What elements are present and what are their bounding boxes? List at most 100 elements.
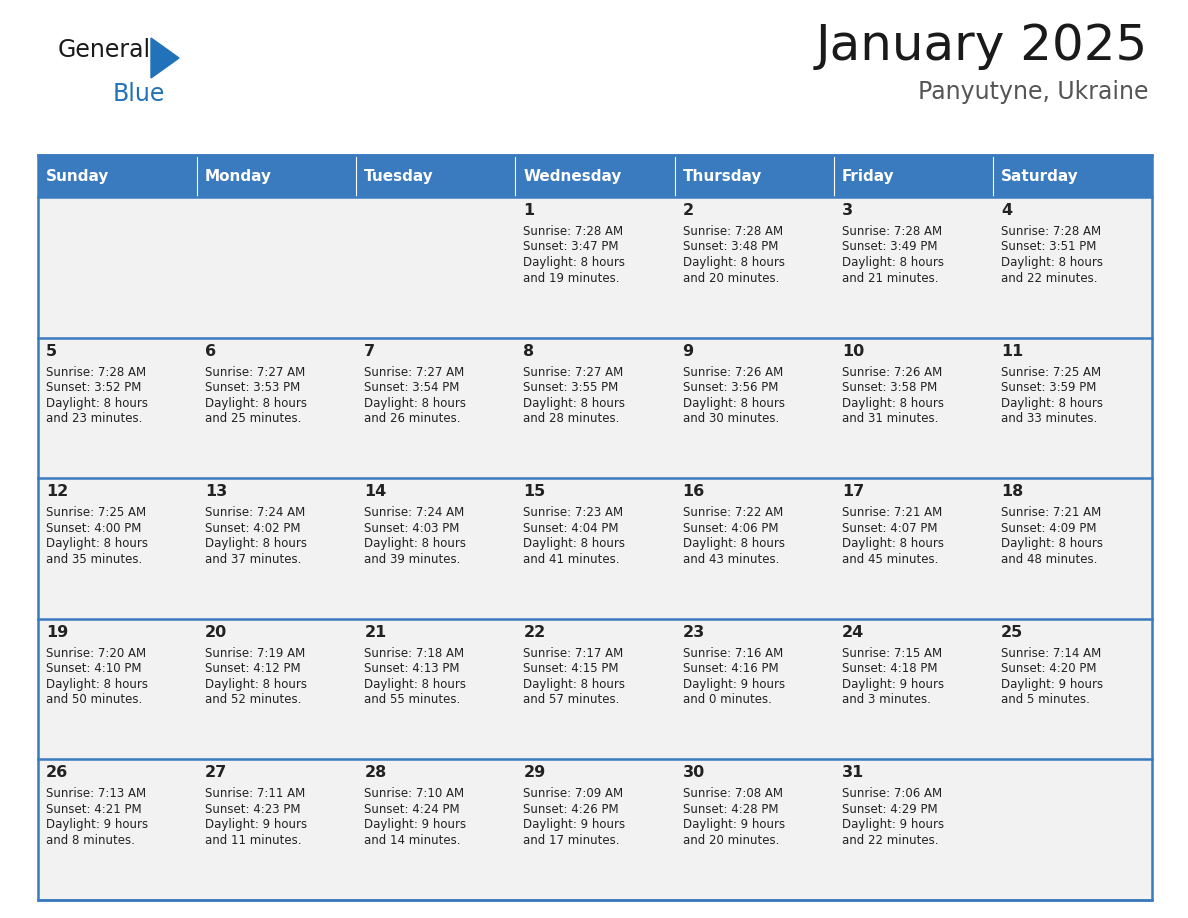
Text: and 41 minutes.: and 41 minutes. [524,553,620,565]
Text: 24: 24 [842,625,864,640]
Text: 2: 2 [683,203,694,218]
Text: Sunset: 3:55 PM: Sunset: 3:55 PM [524,381,619,394]
Text: 22: 22 [524,625,545,640]
Bar [993,478,1152,619]
Text: 10: 10 [842,343,864,359]
Text: and 11 minutes.: and 11 minutes. [206,834,302,847]
Bar [516,759,675,900]
Text: Sunset: 4:21 PM: Sunset: 4:21 PM [46,803,141,816]
Bar [834,478,993,619]
Text: 12: 12 [46,484,68,499]
Text: Wednesday: Wednesday [524,169,621,184]
Text: Daylight: 8 hours: Daylight: 8 hours [524,397,625,409]
Text: Sunrise: 7:16 AM: Sunrise: 7:16 AM [683,647,783,660]
Text: Sunrise: 7:27 AM: Sunrise: 7:27 AM [206,365,305,378]
Bar [38,197,197,338]
Text: Sunset: 4:18 PM: Sunset: 4:18 PM [842,662,937,676]
Bar [197,197,356,338]
Text: Sunrise: 7:08 AM: Sunrise: 7:08 AM [683,788,783,800]
Text: and 22 minutes.: and 22 minutes. [1000,272,1098,285]
Text: Sunrise: 7:24 AM: Sunrise: 7:24 AM [365,506,465,520]
Bar [516,478,675,619]
Text: Daylight: 9 hours: Daylight: 9 hours [365,819,467,832]
Text: and 3 minutes.: and 3 minutes. [842,693,930,706]
Text: Daylight: 9 hours: Daylight: 9 hours [46,819,148,832]
Bar [197,155,356,197]
Bar [516,155,675,197]
Text: and 57 minutes.: and 57 minutes. [524,693,620,706]
Text: 1: 1 [524,203,535,218]
Text: Sunset: 4:15 PM: Sunset: 4:15 PM [524,662,619,676]
Bar [834,338,993,478]
Text: 3: 3 [842,203,853,218]
Text: January 2025: January 2025 [816,22,1148,70]
Text: General: General [58,38,151,62]
Text: Sunset: 3:56 PM: Sunset: 3:56 PM [683,381,778,394]
Text: Tuesday: Tuesday [365,169,434,184]
Bar [38,619,197,759]
Text: and 52 minutes.: and 52 minutes. [206,693,302,706]
Text: Sunrise: 7:09 AM: Sunrise: 7:09 AM [524,788,624,800]
Text: Sunset: 4:28 PM: Sunset: 4:28 PM [683,803,778,816]
Text: Sunrise: 7:27 AM: Sunrise: 7:27 AM [365,365,465,378]
Text: Sunrise: 7:21 AM: Sunrise: 7:21 AM [1000,506,1101,520]
Text: 28: 28 [365,766,386,780]
Bar [197,619,356,759]
Bar [38,759,197,900]
Bar [356,478,516,619]
Text: Panyutyne, Ukraine: Panyutyne, Ukraine [917,80,1148,104]
Text: Daylight: 8 hours: Daylight: 8 hours [46,397,148,409]
Text: Daylight: 9 hours: Daylight: 9 hours [524,819,626,832]
Text: Sunset: 3:58 PM: Sunset: 3:58 PM [842,381,937,394]
Bar [38,155,197,197]
Bar [993,338,1152,478]
Text: Daylight: 9 hours: Daylight: 9 hours [206,819,308,832]
Text: Sunset: 3:53 PM: Sunset: 3:53 PM [206,381,301,394]
Bar [356,155,516,197]
Text: and 55 minutes.: and 55 minutes. [365,693,461,706]
Text: Daylight: 8 hours: Daylight: 8 hours [365,677,466,691]
Bar [675,155,834,197]
Text: and 5 minutes.: and 5 minutes. [1000,693,1089,706]
Text: Monday: Monday [206,169,272,184]
Text: Sunset: 3:48 PM: Sunset: 3:48 PM [683,241,778,253]
Text: Daylight: 9 hours: Daylight: 9 hours [1000,677,1102,691]
Bar [834,197,993,338]
Text: Friday: Friday [841,169,895,184]
Text: and 14 minutes.: and 14 minutes. [365,834,461,847]
Text: 17: 17 [842,484,864,499]
Text: Sunrise: 7:26 AM: Sunrise: 7:26 AM [683,365,783,378]
Text: and 22 minutes.: and 22 minutes. [842,834,939,847]
Text: Daylight: 8 hours: Daylight: 8 hours [206,677,308,691]
Text: Sunrise: 7:10 AM: Sunrise: 7:10 AM [365,788,465,800]
Bar [197,759,356,900]
Text: Sunrise: 7:13 AM: Sunrise: 7:13 AM [46,788,146,800]
Text: and 48 minutes.: and 48 minutes. [1000,553,1098,565]
Bar [516,338,675,478]
Text: Sunrise: 7:11 AM: Sunrise: 7:11 AM [206,788,305,800]
Text: Sunrise: 7:28 AM: Sunrise: 7:28 AM [1000,225,1101,238]
Text: and 37 minutes.: and 37 minutes. [206,553,302,565]
Text: Sunrise: 7:28 AM: Sunrise: 7:28 AM [683,225,783,238]
Bar [516,197,675,338]
Text: and 25 minutes.: and 25 minutes. [206,412,302,425]
Bar [834,619,993,759]
Text: Sunrise: 7:19 AM: Sunrise: 7:19 AM [206,647,305,660]
Bar [197,338,356,478]
Text: and 26 minutes.: and 26 minutes. [365,412,461,425]
Text: and 28 minutes.: and 28 minutes. [524,412,620,425]
Text: Sunset: 4:23 PM: Sunset: 4:23 PM [206,803,301,816]
Bar [675,619,834,759]
Text: Sunset: 4:13 PM: Sunset: 4:13 PM [365,662,460,676]
Text: 19: 19 [46,625,68,640]
Bar [197,478,356,619]
Text: Sunday: Sunday [46,169,109,184]
Text: Daylight: 8 hours: Daylight: 8 hours [524,537,625,550]
Text: 16: 16 [683,484,704,499]
Text: Sunrise: 7:21 AM: Sunrise: 7:21 AM [842,506,942,520]
Text: Sunset: 4:02 PM: Sunset: 4:02 PM [206,521,301,534]
Text: Daylight: 9 hours: Daylight: 9 hours [842,677,943,691]
Text: Thursday: Thursday [683,169,762,184]
Bar [675,478,834,619]
Text: Sunrise: 7:20 AM: Sunrise: 7:20 AM [46,647,146,660]
